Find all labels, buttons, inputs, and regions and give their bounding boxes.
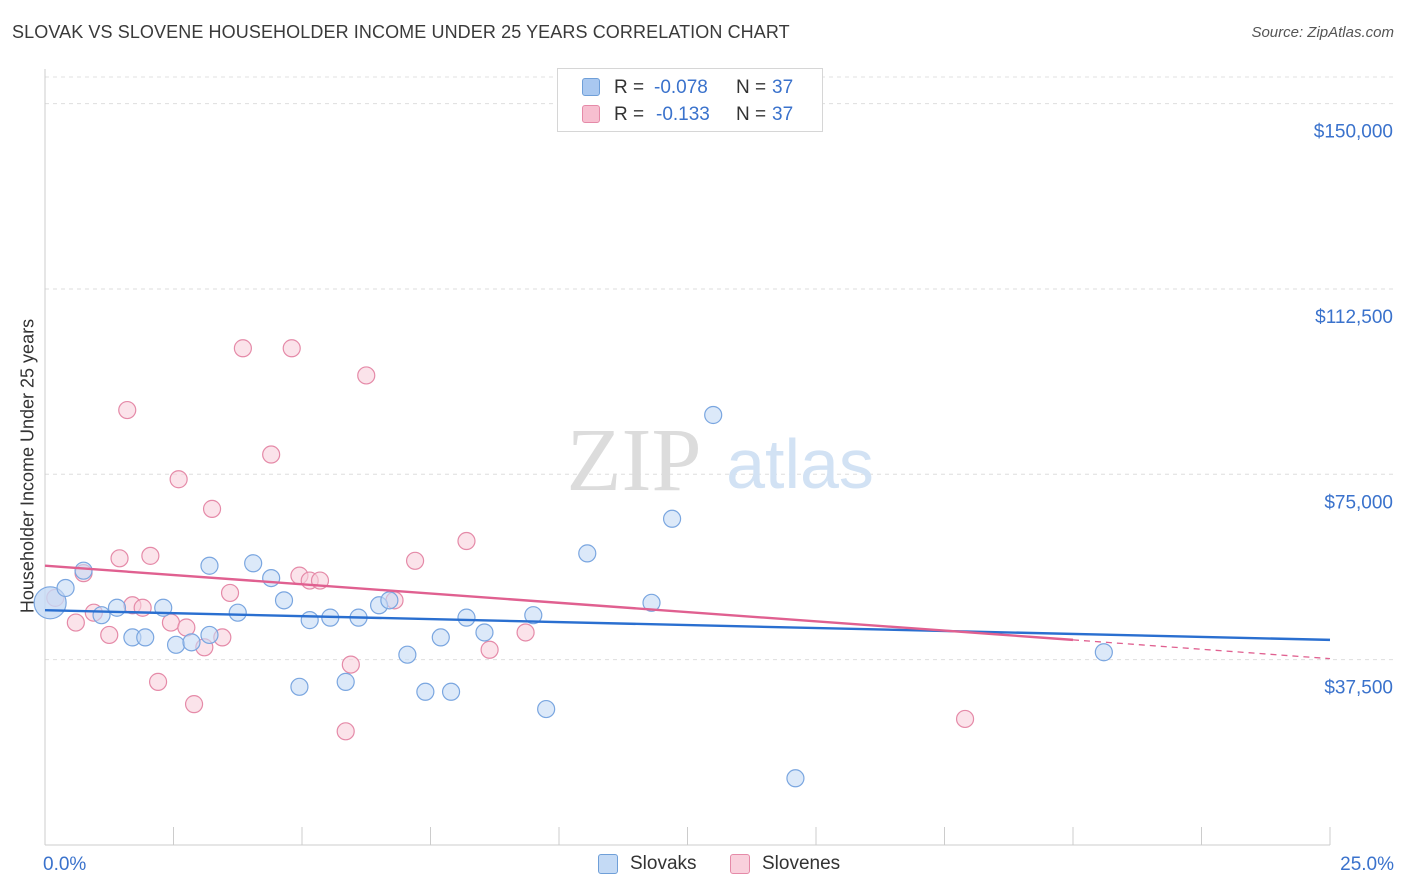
trend-line-slovenes-extension — [1072, 639, 1331, 660]
n-value: 37 — [772, 104, 794, 125]
data-point-slovenes — [110, 549, 129, 568]
chart-title: SLOVAK VS SLOVENE HOUSEHOLDER INCOME UND… — [12, 22, 790, 42]
n-label: N = — [736, 77, 767, 98]
chart-legend: Slovaks Slovenes — [0, 852, 1406, 878]
data-point-slovenes — [184, 695, 204, 714]
data-point-slovaks — [524, 606, 543, 625]
data-point-slovenes — [233, 339, 252, 358]
y-tick-label: $37,500 — [1324, 678, 1393, 699]
data-point-slovaks — [398, 645, 417, 664]
legend-label-slovaks: Slovaks — [630, 853, 697, 874]
data-point-slovenes — [169, 470, 188, 489]
watermark: ZIP atlas — [567, 411, 874, 510]
data-point-slovenes — [336, 722, 355, 741]
data-point-slovaks — [200, 625, 219, 645]
data-point-slovenes — [457, 531, 476, 551]
data-point-slovaks — [262, 568, 281, 588]
stats-box: R = -0.078 N = 37 R = -0.133 N = 37 — [557, 68, 823, 132]
x-tick-label: 25.0% — [1340, 854, 1394, 875]
data-point-slovenes — [66, 613, 85, 632]
data-point-slovaks — [786, 769, 805, 788]
data-point-slovenes — [955, 709, 975, 729]
data-point-slovaks — [244, 554, 263, 573]
trend-line-slovaks — [44, 609, 1331, 642]
data-point-slovaks — [182, 633, 201, 652]
watermark-atlas: atlas — [726, 425, 874, 503]
r-label: R = — [614, 104, 645, 125]
data-point-slovaks — [662, 509, 682, 528]
data-point-slovaks — [300, 611, 319, 630]
trend-lines — [44, 564, 1331, 660]
data-point-slovaks — [74, 561, 93, 580]
stats-swatch-slovaks — [582, 78, 600, 96]
data-point-slovaks — [274, 591, 294, 610]
y-axis-title: Householder Income Under 25 years — [10, 319, 46, 613]
data-point-slovenes — [357, 366, 376, 385]
data-point-slovaks — [56, 578, 75, 598]
data-point-slovaks — [107, 598, 127, 617]
data-point-slovenes — [141, 546, 160, 565]
grid-lines — [45, 76, 1395, 661]
data-point-slovenes — [282, 339, 301, 358]
r-value: -0.078 — [654, 77, 708, 98]
data-point-slovenes — [118, 400, 137, 420]
y-tick-label: $75,000 — [1324, 492, 1393, 513]
data-point-slovenes — [405, 551, 425, 570]
tick-labels: $37,500 $75,000 $112,500 $150,000 0.0% 25.0% — [43, 122, 1394, 875]
data-point-slovaks — [92, 606, 111, 625]
y-axis-title-text: Householder Income Under 25 years — [17, 318, 38, 614]
source-label: Source: ZipAtlas.com — [1251, 24, 1394, 41]
data-point-slovaks — [136, 628, 155, 647]
data-point-slovaks — [457, 608, 476, 627]
data-point-slovaks — [290, 677, 309, 696]
x-tick-label: 0.0% — [43, 854, 86, 875]
axes — [44, 69, 1331, 846]
data-point-slovaks — [704, 405, 723, 425]
y-tick-label: $112,500 — [1315, 307, 1393, 328]
r-label: R = — [614, 77, 645, 98]
data-point-slovenes — [516, 623, 535, 642]
watermark-zip: ZIP — [567, 411, 702, 510]
n-label: N = — [736, 104, 767, 125]
stats-row-slovenes: R = -0.133 N = 37 — [558, 101, 822, 127]
data-point-slovaks — [166, 635, 186, 654]
data-point-slovaks — [1094, 643, 1113, 662]
r-value: -0.133 — [656, 104, 710, 125]
data-point-slovaks — [380, 591, 399, 610]
data-point-slovaks — [200, 556, 219, 575]
data-point-slovenes — [100, 625, 119, 645]
data-point-slovenes — [341, 655, 360, 674]
legend-swatch-slovenes — [730, 854, 750, 874]
data-point-slovenes — [202, 499, 222, 518]
data-point-slovaks — [416, 682, 435, 701]
data-point-slovaks — [537, 699, 556, 719]
data-point-slovaks — [475, 623, 494, 642]
data-point-slovenes — [148, 672, 168, 691]
data-points — [33, 339, 1113, 788]
data-point-slovaks — [642, 593, 661, 612]
y-tick-label: $150,000 — [1314, 122, 1393, 143]
stats-row-slovaks: R = -0.078 N = 37 — [558, 74, 822, 100]
stats-swatch-slovenes — [582, 105, 600, 123]
trend-line-slovenes — [44, 564, 1074, 642]
data-point-slovaks — [431, 628, 450, 647]
data-point-slovaks — [578, 544, 597, 563]
n-value: 37 — [772, 77, 794, 98]
legend-swatch-slovaks — [598, 854, 618, 874]
data-point-slovenes — [262, 445, 281, 464]
data-point-slovenes — [220, 583, 240, 603]
legend-label-slovenes: Slovenes — [762, 853, 841, 874]
data-point-slovaks — [336, 672, 355, 691]
data-point-slovaks — [228, 603, 247, 622]
data-point-slovaks — [441, 682, 461, 701]
data-point-slovenes — [480, 640, 499, 659]
